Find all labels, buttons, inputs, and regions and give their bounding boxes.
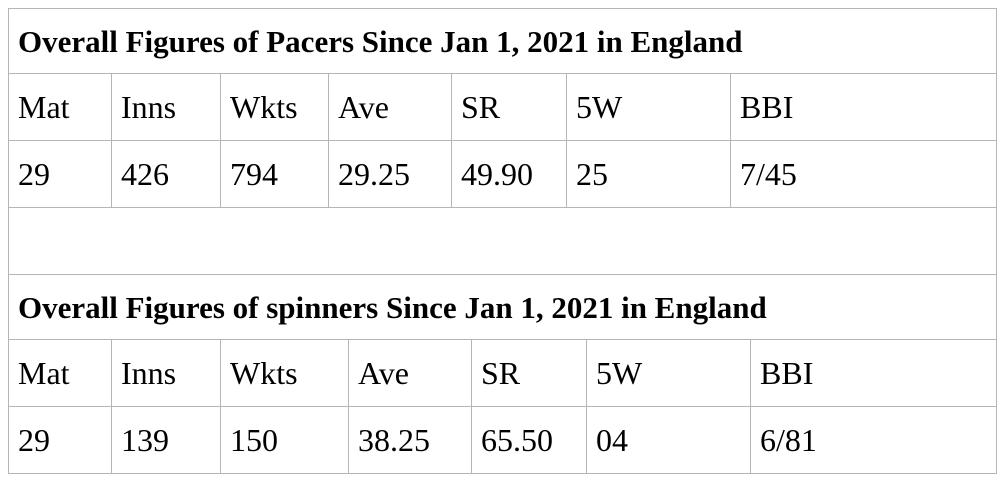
- cell-bbi: 6/81: [749, 406, 998, 474]
- cell-mat: 29: [8, 140, 112, 208]
- spinners-stats-table: Overall Figures of spinners Since Jan 1,…: [7, 274, 998, 474]
- cell-sr: 49.90: [451, 140, 567, 208]
- column-header-mat: Mat: [8, 73, 112, 141]
- column-header-5w: 5W: [586, 339, 751, 407]
- column-header-wkts: Wkts: [220, 339, 349, 407]
- pacers-stats-table: Overall Figures of Pacers Since Jan 1, 2…: [7, 8, 998, 275]
- column-header-mat: Mat: [8, 339, 112, 407]
- column-header-inns: Inns: [111, 339, 221, 407]
- table-row: 29 139 150 38.25 65.50 04 6/81: [8, 406, 998, 474]
- column-header-sr: SR: [471, 339, 587, 407]
- column-header-5w: 5W: [566, 73, 731, 141]
- cell-wkts: 150: [220, 406, 349, 474]
- cell-5w: 25: [566, 140, 731, 208]
- cell-sr: 65.50: [471, 406, 587, 474]
- table-header-row: Mat Inns Wkts Ave SR 5W BBI: [8, 73, 998, 141]
- column-header-ave: Ave: [328, 73, 452, 141]
- table-header-row: Mat Inns Wkts Ave SR 5W BBI: [8, 339, 998, 407]
- cell-wkts: 794: [220, 140, 329, 208]
- cell-ave: 38.25: [348, 406, 472, 474]
- column-header-wkts: Wkts: [220, 73, 329, 141]
- cell-inns: 426: [111, 140, 221, 208]
- cell-5w: 04: [586, 406, 751, 474]
- column-header-inns: Inns: [111, 73, 221, 141]
- cell-mat: 29: [8, 406, 112, 474]
- cell-bbi: 7/45: [729, 140, 998, 208]
- column-header-ave: Ave: [348, 339, 472, 407]
- table-title-row: Overall Figures of Pacers Since Jan 1, 2…: [7, 8, 998, 74]
- cell-inns: 139: [111, 406, 221, 474]
- column-header-bbi: BBI: [729, 73, 998, 141]
- column-header-bbi: BBI: [749, 339, 998, 407]
- cell-ave: 29.25: [328, 140, 452, 208]
- empty-cell: [7, 207, 998, 275]
- column-header-sr: SR: [451, 73, 567, 141]
- table-row: 29 426 794 29.25 49.90 25 7/45: [8, 140, 998, 208]
- spacer-row: [7, 207, 998, 275]
- pacers-table-title: Overall Figures of Pacers Since Jan 1, 2…: [7, 8, 998, 74]
- table-title-row: Overall Figures of spinners Since Jan 1,…: [7, 274, 998, 340]
- spinners-table-title: Overall Figures of spinners Since Jan 1,…: [7, 274, 998, 340]
